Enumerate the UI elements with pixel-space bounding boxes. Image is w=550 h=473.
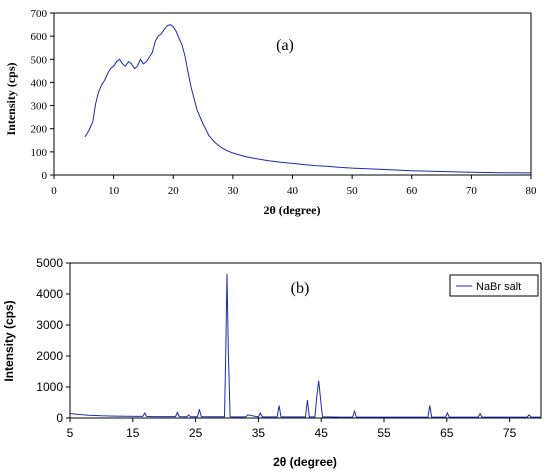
panel-a-x-axis-title: 2θ (degree)	[263, 203, 320, 217]
panel-a-x-tick-label: 60	[406, 185, 418, 197]
panel-b-y-tick-label: 5000	[36, 256, 63, 270]
panel-b-y-axis-title: Intensity (cps)	[2, 300, 16, 381]
panel-a-y-tick-label: 200	[31, 124, 48, 136]
panel-a-x-tick-label: 50	[347, 185, 359, 197]
panel-a-x-tick-label: 0	[51, 185, 57, 197]
panel-b-x-axis-title: 2θ (degree)	[273, 455, 337, 469]
panel-b-x-ticks: 5 15 25 35 45 55 65 75	[67, 418, 517, 440]
panel-a-y-tick-label: 300	[31, 101, 48, 113]
panel-a-y-tick-label: 500	[31, 54, 48, 66]
panel-b-x-tick-label: 15	[126, 426, 140, 440]
panel-a-label: (a)	[276, 37, 294, 54]
panel-b-y-tick-label: 4000	[36, 287, 63, 301]
panel-b-x-tick-label: 45	[315, 426, 329, 440]
panel-b-legend: NaBr salt	[449, 274, 539, 297]
panel-a-y-tick-label: 600	[31, 31, 48, 43]
panel-b-label: (b)	[291, 280, 310, 297]
panel-b-x-tick-label: 65	[440, 426, 454, 440]
panel-b-y-tick-label: 2000	[36, 349, 63, 363]
panel-b-plot-frame	[69, 262, 542, 419]
panel-b: 0 1000 2000 3000 4000 5000 5 15 25 35 45 55 65 75 (b…	[2, 256, 542, 469]
panel-a-y-tick-label: 100	[31, 147, 48, 159]
panel-a-x-tick-label: 80	[526, 185, 538, 197]
panel-a-y-axis-title: Intensity (cps)	[4, 62, 18, 135]
panel-a-x-tick-label: 70	[466, 185, 478, 197]
panel-a-x-tick-label: 20	[168, 185, 180, 197]
legend-label: NaBr salt	[476, 281, 521, 293]
panel-a-series-line	[84, 24, 532, 174]
panel-a-y-tick-label: 400	[31, 77, 48, 89]
panel-a-x-tick-label: 30	[227, 185, 239, 197]
panel-b-y-ticks: 0 1000 2000 3000 4000 5000	[36, 256, 70, 425]
panel-b-x-tick-label: 35	[252, 426, 266, 440]
panel-a-y-tick-label: 700	[31, 8, 48, 20]
panel-b-x-tick-label: 75	[503, 426, 517, 440]
panel-a-y-tick-label: 0	[42, 170, 48, 182]
panel-a-x-tick-label: 10	[108, 185, 120, 197]
panel-b-x-tick-label: 55	[377, 426, 391, 440]
panel-b-x-tick-label: 5	[67, 426, 74, 440]
panel-b-series-line	[69, 273, 541, 418]
panel-b-y-tick-label: 1000	[36, 380, 63, 394]
panel-a: 0 100 200 300 400 500 600 700 0 10 20 30 40 50 60 70 80…	[4, 8, 537, 217]
panel-b-x-tick-label: 25	[189, 426, 203, 440]
panel-b-y-tick-label: 0	[56, 411, 63, 425]
legend-box	[449, 274, 539, 297]
panel-a-y-ticks: 0 100 200 300 400 500 600 700	[31, 8, 54, 182]
panel-b-y-tick-label: 3000	[36, 318, 63, 332]
panel-a-x-ticks: 0 10 20 30 40 50 60 70 80	[51, 175, 537, 197]
panel-a-x-tick-label: 40	[287, 185, 299, 197]
